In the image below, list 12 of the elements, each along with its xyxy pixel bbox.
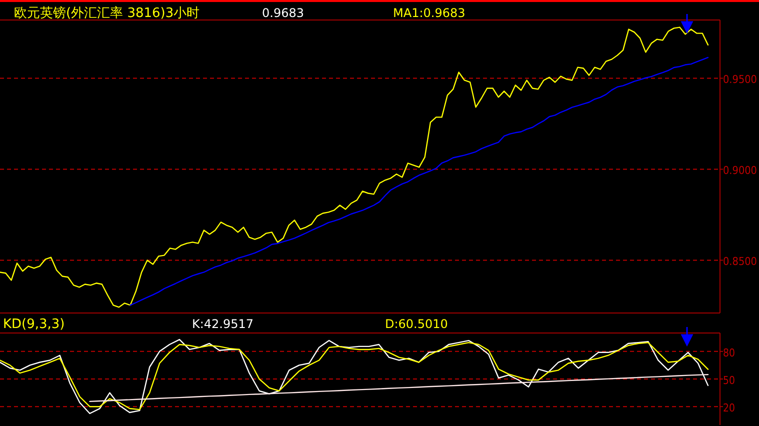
y-tick-label: 80 (723, 346, 737, 360)
chart-title: 欧元英镑(外汇汇率 3816)3小时 (14, 5, 200, 21)
y-tick-label: 20 (723, 402, 737, 415)
series-label: K:42.9517 (192, 317, 254, 331)
text: MA1:0.9683 (393, 6, 466, 20)
y-tick-label: 0.9500 (723, 73, 759, 86)
chart-title: KD(9,3,3) (3, 317, 65, 332)
y-tick-label: 0.9000 (723, 164, 759, 178)
series-label: D:60.5010 (385, 317, 448, 331)
y-tick-label: 50 (723, 374, 737, 387)
annotation: 0.9683 (262, 6, 304, 20)
y-tick-label: 0.8500 (723, 255, 759, 268)
